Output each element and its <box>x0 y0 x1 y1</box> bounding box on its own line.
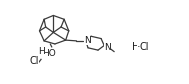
Text: Cl: Cl <box>29 56 39 66</box>
Text: H: H <box>132 42 139 52</box>
Text: H: H <box>38 47 45 56</box>
Text: HO: HO <box>42 49 56 58</box>
Text: Cl: Cl <box>140 42 149 52</box>
Text: N: N <box>84 36 91 45</box>
Text: ·: · <box>136 42 140 52</box>
Text: N: N <box>104 43 111 52</box>
